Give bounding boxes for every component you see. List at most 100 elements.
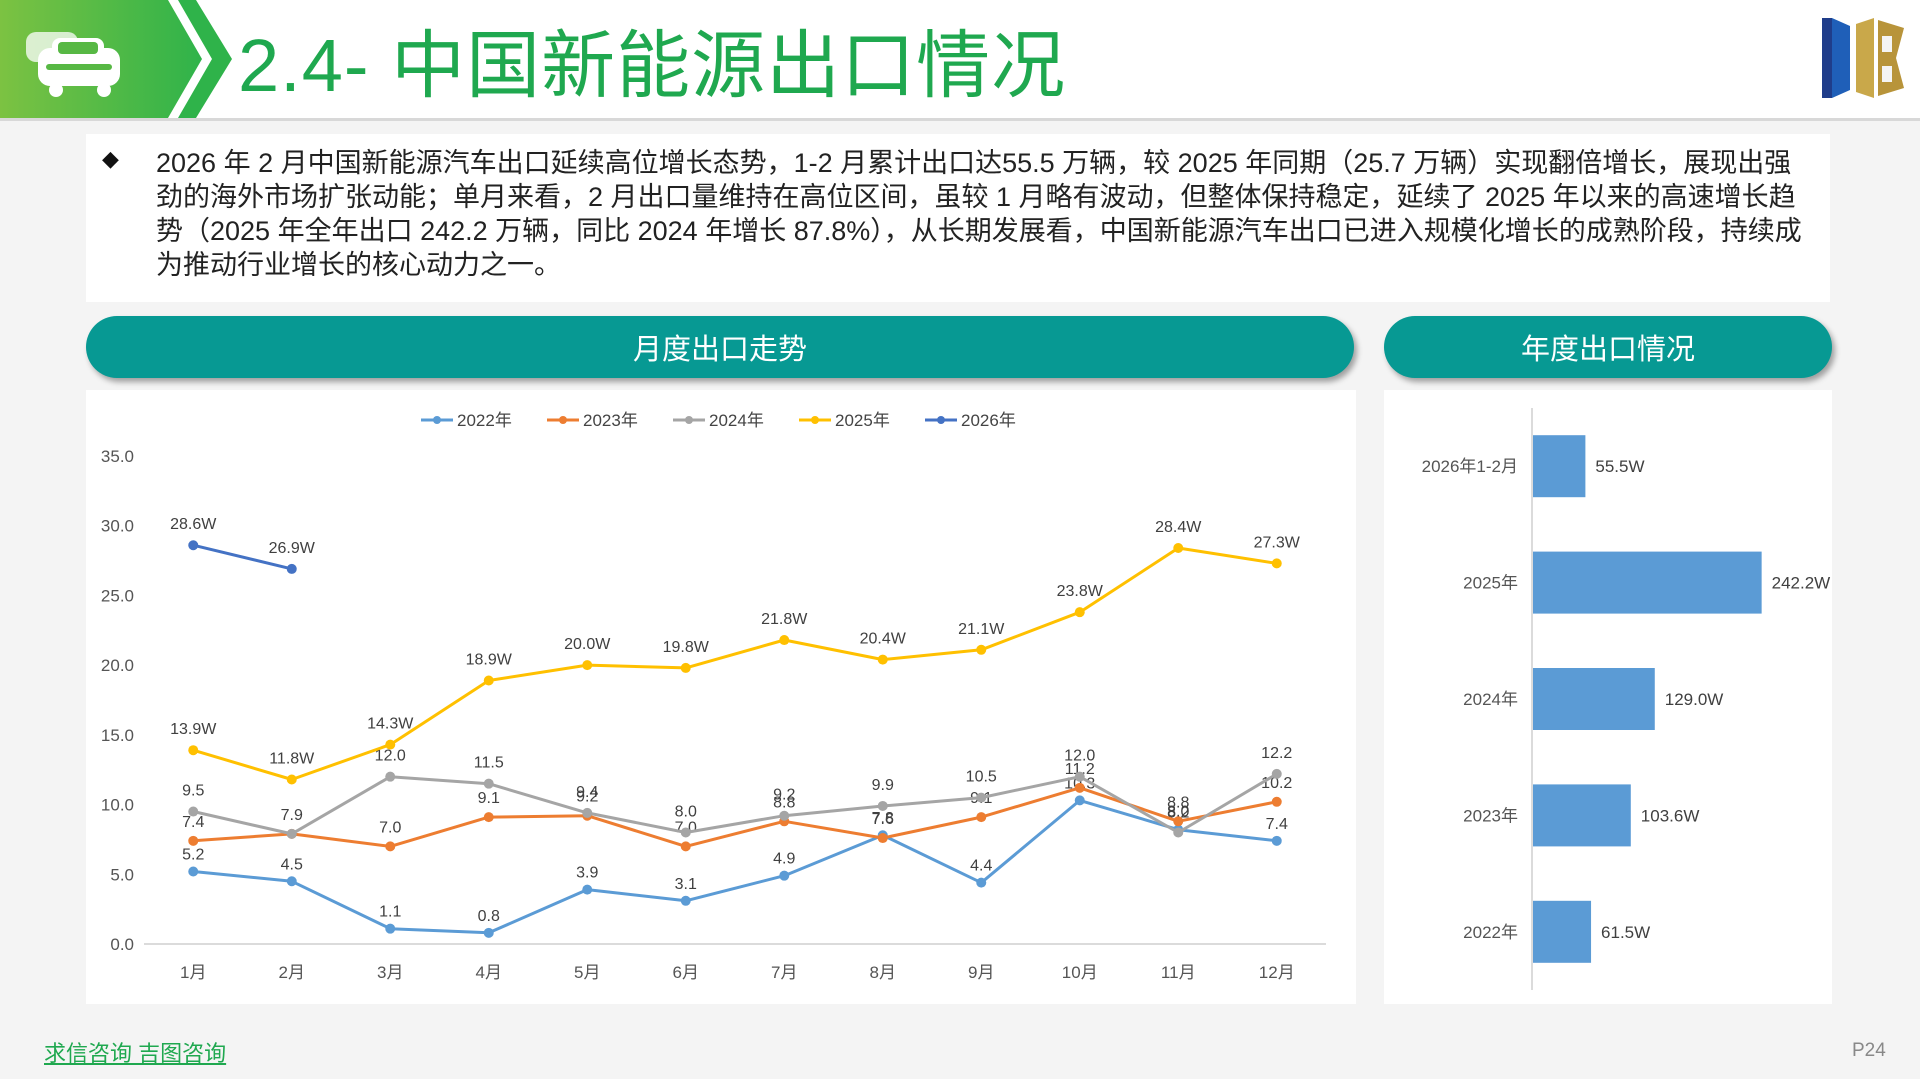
- data-point: [1271, 768, 1282, 779]
- x-tick-label: 4月: [476, 963, 502, 982]
- legend-marker: [433, 416, 441, 424]
- data-label: 7.6: [872, 811, 894, 828]
- data-point: [188, 540, 199, 551]
- x-tick-label: 1月: [180, 963, 206, 982]
- data-label: 13.9W: [170, 721, 217, 738]
- data-point: [1074, 795, 1085, 806]
- x-tick-label: 10月: [1062, 963, 1098, 982]
- data-point: [779, 810, 790, 821]
- page-title: 2.4- 中国新能源出口情况: [238, 24, 1067, 107]
- data-label: 8.2: [1167, 805, 1189, 822]
- data-point: [680, 841, 691, 852]
- monthly-line-chart-panel: 0.0 5.0 10.0 15.0 20.0 25.0 30.0 35.0 1月 2月 3月 4月 5月…: [86, 390, 1356, 1004]
- data-point: [1173, 827, 1184, 838]
- data-label: 19.8W: [663, 639, 710, 656]
- brand-logo-icon: [1822, 18, 1904, 98]
- data-point: [286, 828, 297, 839]
- x-tick-label: 9月: [968, 963, 994, 982]
- legend-marker: [811, 416, 819, 424]
- data-label: 12.0: [1064, 748, 1095, 765]
- x-tick-label: 11月: [1161, 963, 1196, 982]
- bar-value-label: 129.0W: [1665, 690, 1724, 709]
- data-label: 21.1W: [958, 621, 1005, 638]
- data-label: 28.4W: [1155, 519, 1202, 536]
- x-tick-label: 5月: [574, 963, 600, 982]
- y-tick-label: 35.0: [101, 447, 134, 466]
- data-label: 12.2: [1261, 745, 1292, 762]
- data-label: 11.2: [1065, 761, 1095, 778]
- data-point: [680, 827, 691, 838]
- bar-value-label: 242.2W: [1772, 574, 1831, 593]
- y-tick-label: 30.0: [101, 517, 134, 536]
- data-label: 4.4: [970, 858, 992, 875]
- data-label: 20.4W: [860, 631, 907, 648]
- x-tick-label: 7月: [771, 963, 797, 982]
- annual-section-title: 年度出口情况: [1384, 316, 1832, 378]
- bar: [1533, 900, 1592, 963]
- x-tick-label: 6月: [673, 963, 699, 982]
- data-label: 8.0: [1167, 803, 1189, 820]
- data-point: [188, 806, 199, 817]
- data-label: 11.8W: [269, 750, 315, 767]
- data-label: 7.8: [872, 810, 894, 827]
- series-line: [192, 772, 1278, 836]
- data-label: 21.8W: [761, 611, 808, 628]
- data-point: [188, 745, 199, 756]
- y-tick-label: 10.0: [101, 796, 134, 815]
- x-tick-label: 8月: [870, 963, 896, 982]
- header-band: [0, 0, 1920, 118]
- data-point: [976, 792, 987, 803]
- data-label: 11.5: [474, 755, 504, 772]
- data-point: [680, 662, 691, 673]
- data-label: 18.9W: [466, 651, 513, 668]
- data-label: 9.5: [182, 783, 204, 800]
- car-banner-icon: [0, 0, 232, 118]
- series-line: [192, 543, 293, 571]
- data-label: 9.2: [576, 789, 598, 806]
- data-label: 14.3W: [367, 716, 414, 733]
- category-label: 2022年: [1463, 923, 1518, 942]
- category-label: 2025年: [1463, 574, 1518, 593]
- data-point: [582, 884, 593, 895]
- data-label: 23.8W: [1057, 583, 1104, 600]
- data-label: 9.1: [478, 790, 500, 807]
- y-tick-label: 20.0: [101, 656, 134, 675]
- bar-value-label: 61.5W: [1601, 923, 1650, 942]
- data-point: [1074, 771, 1085, 782]
- data-point: [976, 877, 987, 888]
- data-label: 7.0: [379, 819, 401, 836]
- data-point: [1271, 558, 1282, 569]
- data-point: [483, 927, 494, 938]
- data-point: [385, 771, 396, 782]
- footer-brand-link[interactable]: 求信咨询 吉图咨询: [44, 1041, 227, 1066]
- series-line: [193, 786, 1278, 848]
- y-tick-label: 5.0: [110, 865, 134, 884]
- legend-marker: [685, 416, 693, 424]
- data-point: [188, 835, 199, 846]
- data-point: [286, 563, 297, 574]
- data-point: [877, 800, 888, 811]
- data-point: [582, 807, 593, 818]
- bar-value-label: 103.6W: [1641, 806, 1700, 825]
- legend-label: 2022年: [457, 411, 512, 430]
- data-point: [483, 675, 494, 686]
- data-point: [483, 812, 494, 823]
- category-label: 2024年: [1463, 690, 1518, 709]
- bar: [1533, 551, 1762, 614]
- y-tick-label: 15.0: [101, 726, 134, 745]
- legend-label: 2025年: [835, 411, 890, 430]
- data-point: [1074, 782, 1085, 793]
- legend-label: 2026年: [961, 411, 1016, 430]
- bar: [1533, 668, 1655, 730]
- data-label: 28.6W: [170, 516, 217, 533]
- data-point: [976, 812, 987, 823]
- data-label: 3.9: [576, 865, 598, 882]
- data-label: 8.8: [773, 794, 795, 811]
- legend-label: 2023年: [583, 411, 638, 430]
- y-tick-label: 0.0: [110, 935, 134, 954]
- summary-text: 2026 年 2 月中国新能源汽车出口延续高位增长态势，1-2 月累计出口达55…: [156, 148, 1802, 280]
- data-label: 27.3W: [1254, 534, 1301, 551]
- data-point: [385, 739, 396, 750]
- legend-label: 2024年: [709, 411, 764, 430]
- data-label: 0.8: [478, 908, 500, 925]
